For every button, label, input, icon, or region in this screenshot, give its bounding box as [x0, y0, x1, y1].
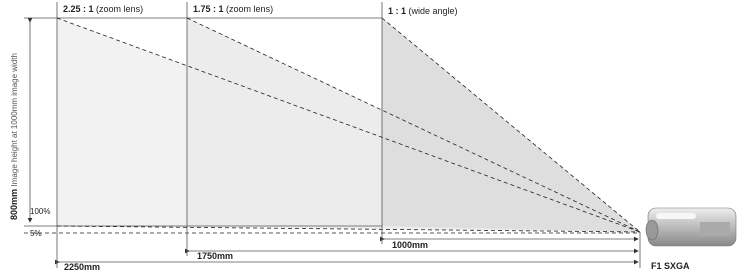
projector [646, 208, 736, 246]
percent-top: 100% [30, 207, 50, 216]
distance-label: 1750mm [197, 251, 233, 261]
distance-label: 1000mm [392, 240, 428, 250]
lens-label: 1.75 : 1 (zoom lens) [193, 4, 273, 14]
lens-label: 1 : 1 (wide angle) [388, 6, 458, 16]
distance-label: 2250mm [64, 262, 100, 272]
lens-label: 2.25 : 1 (zoom lens) [63, 4, 143, 14]
height-label: 800mm Image height at 1000mm image width [9, 53, 19, 220]
projector-label: F1 SXGA [651, 261, 690, 271]
diagram: 2.25 : 1 (zoom lens) 1.75 : 1 (zoom lens… [0, 0, 740, 274]
percent-bottom: 5% [30, 229, 42, 238]
